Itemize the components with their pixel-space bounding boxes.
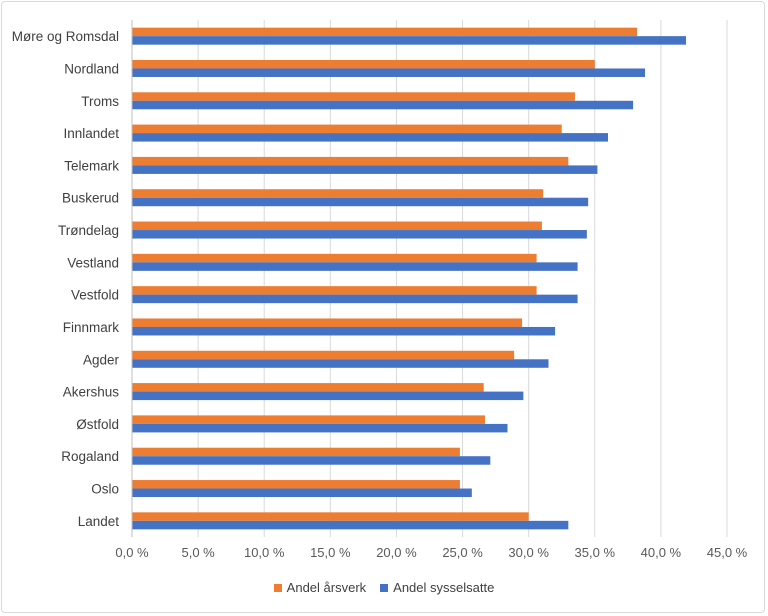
- category-label: Vestland: [67, 255, 119, 270]
- bar-arsverk: [132, 189, 544, 198]
- legend-item-sysselsatte: Andel sysselsatte: [380, 580, 494, 595]
- bar-arsverk: [132, 383, 484, 392]
- legend-swatch-sysselsatte: [380, 583, 389, 592]
- bar-sysselsatte: [132, 359, 549, 368]
- x-tick-label: 0,0 %: [115, 545, 149, 560]
- bar-sysselsatte: [132, 423, 508, 433]
- x-tick-label: 25,0 %: [442, 545, 483, 560]
- x-tick-label: 45,0 %: [707, 545, 748, 560]
- category-label: Telemark: [64, 158, 119, 173]
- legend-label-arsverk: Andel årsverk: [286, 580, 367, 595]
- bar-arsverk: [132, 221, 542, 231]
- bar-arsverk: [132, 124, 562, 134]
- bar-sysselsatte: [132, 68, 646, 77]
- category-label: Troms: [81, 94, 119, 109]
- bar-sysselsatte: [132, 230, 587, 239]
- bar-arsverk: [132, 156, 569, 166]
- x-tick-label: 10,0 %: [244, 545, 285, 560]
- legend-item-arsverk: Andel årsverk: [273, 580, 367, 595]
- x-tick-label: 20,0 %: [376, 545, 417, 560]
- category-label: Finnmark: [63, 320, 120, 335]
- bar-sysselsatte: [132, 133, 608, 142]
- bar-sysselsatte: [132, 488, 472, 498]
- bar-arsverk: [132, 447, 460, 457]
- legend-label-sysselsatte: Andel sysselsatte: [393, 580, 495, 595]
- bar-sysselsatte: [132, 36, 687, 45]
- category-label: Trøndelag: [58, 223, 119, 238]
- bar-arsverk: [132, 253, 537, 263]
- bar-arsverk: [132, 92, 575, 101]
- category-label: Innlandet: [63, 126, 119, 141]
- x-tick-label: 35,0 %: [575, 545, 616, 560]
- bar-sysselsatte: [132, 520, 569, 530]
- category-label: Vestfold: [71, 288, 119, 303]
- legend: Andel årsverk Andel sysselsatte: [0, 580, 768, 595]
- category-label: Buskerud: [62, 191, 119, 206]
- bar-sysselsatte: [132, 100, 634, 110]
- bar-arsverk: [132, 59, 595, 69]
- legend-swatch-arsverk: [273, 583, 282, 592]
- category-label: Rogaland: [61, 449, 119, 464]
- bar-arsverk: [132, 415, 486, 424]
- bar-arsverk: [132, 480, 460, 489]
- category-label: Møre og Romsdal: [12, 29, 119, 44]
- bar-sysselsatte: [132, 262, 578, 271]
- bar-arsverk: [132, 350, 515, 360]
- bar-arsverk: [132, 318, 523, 327]
- x-tick-label: 5,0 %: [181, 545, 215, 560]
- bar-arsverk: [132, 286, 537, 295]
- category-label: Agder: [83, 352, 120, 367]
- bar-arsverk: [132, 512, 529, 521]
- bar-sysselsatte: [132, 197, 589, 207]
- bar-sysselsatte: [132, 165, 598, 174]
- category-label: Nordland: [64, 61, 119, 76]
- category-label: Østfold: [76, 417, 119, 432]
- category-label: Akershus: [63, 385, 120, 400]
- bar-sysselsatte: [132, 391, 524, 401]
- bar-sysselsatte: [132, 456, 491, 465]
- bar-sysselsatte: [132, 326, 556, 336]
- bar-sysselsatte: [132, 294, 578, 304]
- x-tick-label: 40,0 %: [641, 545, 682, 560]
- bar-arsverk: [132, 27, 638, 37]
- x-tick-label: 30,0 %: [508, 545, 549, 560]
- x-tick-label: 15,0 %: [310, 545, 351, 560]
- category-label: Landet: [78, 514, 120, 529]
- category-label: Oslo: [91, 482, 119, 497]
